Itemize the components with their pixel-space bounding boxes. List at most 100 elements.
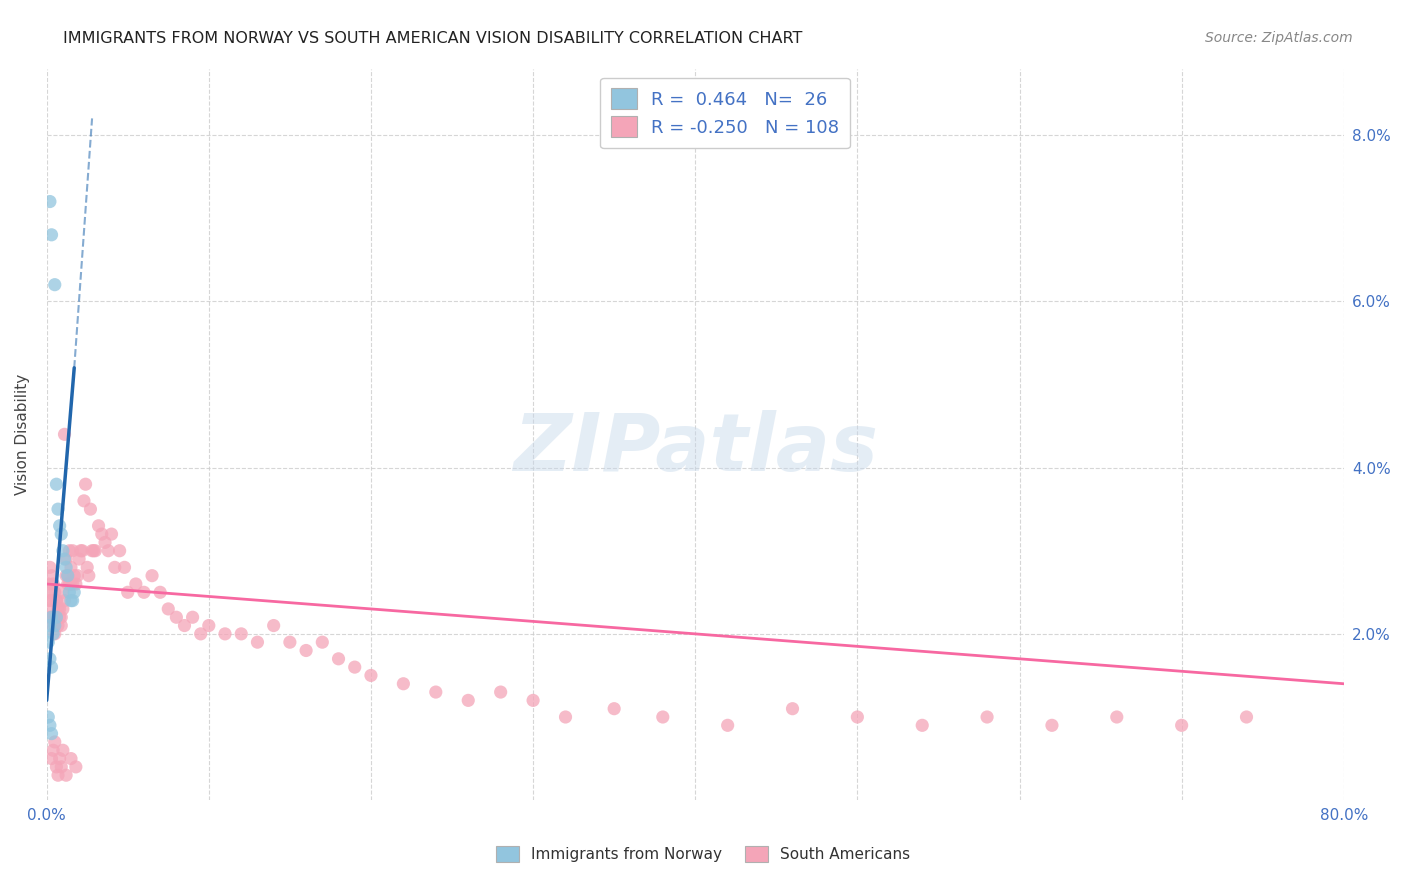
Point (489, 685, 512, 699)
Point (90, 527, 112, 541)
Point (58, 543, 80, 558)
Point (100, 527, 122, 541)
Point (59, 560, 82, 574)
Point (63, 568, 86, 582)
Point (717, 718, 740, 732)
Point (108, 543, 131, 558)
Point (392, 677, 415, 691)
Point (38, 560, 60, 574)
Point (62, 577, 84, 591)
Point (1105, 710, 1128, 724)
Point (44, 735, 66, 749)
Point (360, 668, 382, 682)
Point (37, 710, 59, 724)
Point (87, 518, 110, 533)
Point (53, 593, 76, 607)
Point (83, 543, 105, 558)
Point (62, 543, 84, 558)
Point (46, 602, 69, 616)
Point (76, 560, 98, 574)
Point (173, 618, 195, 632)
Point (263, 618, 285, 632)
Point (75, 477, 97, 491)
Legend: Immigrants from Norway, South Americans: Immigrants from Norway, South Americans (489, 840, 917, 868)
Point (114, 560, 136, 574)
Point (425, 685, 447, 699)
Text: ZIPatlas: ZIPatlas (513, 410, 877, 488)
Point (231, 627, 253, 641)
Point (53, 427, 76, 442)
Point (295, 643, 318, 657)
Point (41, 593, 63, 607)
Point (457, 693, 479, 707)
Point (69, 543, 91, 558)
Point (77, 568, 100, 582)
Point (52, 602, 75, 616)
Point (48, 518, 70, 533)
Point (51, 760, 73, 774)
Point (66, 568, 89, 582)
Point (59, 593, 82, 607)
Point (45, 593, 67, 607)
Point (1236, 710, 1258, 724)
Point (38, 652, 60, 666)
Point (45, 610, 67, 624)
Point (42, 602, 65, 616)
Point (65, 577, 87, 591)
Point (45, 477, 67, 491)
Point (125, 577, 148, 591)
Point (1170, 718, 1192, 732)
Point (149, 585, 172, 599)
Point (55, 568, 77, 582)
Point (56, 568, 79, 582)
Point (38, 618, 60, 632)
Point (554, 710, 576, 724)
Point (41, 227, 63, 242)
Point (846, 710, 869, 724)
Point (132, 585, 155, 599)
Point (311, 635, 333, 649)
Point (52, 743, 75, 757)
Point (157, 602, 180, 616)
Point (104, 560, 127, 574)
Point (48, 602, 70, 616)
Point (56, 577, 79, 591)
Point (1040, 718, 1063, 732)
Point (62, 593, 84, 607)
Y-axis label: Vision Disability: Vision Disability (15, 374, 30, 495)
Point (181, 610, 204, 624)
Point (42, 743, 65, 757)
Point (117, 585, 139, 599)
Point (46, 618, 69, 632)
Point (84, 543, 107, 558)
Text: Source: ZipAtlas.com: Source: ZipAtlas.com (1205, 31, 1353, 45)
Point (246, 635, 269, 649)
Point (59, 577, 82, 591)
Point (38, 194, 60, 209)
Point (42, 618, 65, 632)
Point (41, 660, 63, 674)
Point (38, 585, 60, 599)
Point (343, 660, 366, 674)
Point (45, 593, 67, 607)
Point (94, 535, 117, 549)
Point (41, 568, 63, 582)
Point (79, 502, 101, 516)
Point (190, 627, 212, 641)
Point (52, 543, 75, 558)
Point (58, 577, 80, 591)
Point (48, 610, 70, 624)
Point (46, 502, 69, 516)
Point (65, 760, 87, 774)
Point (41, 726, 63, 740)
Point (80, 543, 103, 558)
Point (51, 618, 73, 632)
Point (328, 652, 350, 666)
Point (278, 635, 301, 649)
Point (44, 585, 66, 599)
Legend: R =  0.464   N=  26, R = -0.250   N = 108: R = 0.464 N= 26, R = -0.250 N = 108 (600, 78, 849, 148)
Point (44, 618, 66, 632)
Point (58, 585, 80, 599)
Point (44, 610, 66, 624)
Point (37, 593, 59, 607)
